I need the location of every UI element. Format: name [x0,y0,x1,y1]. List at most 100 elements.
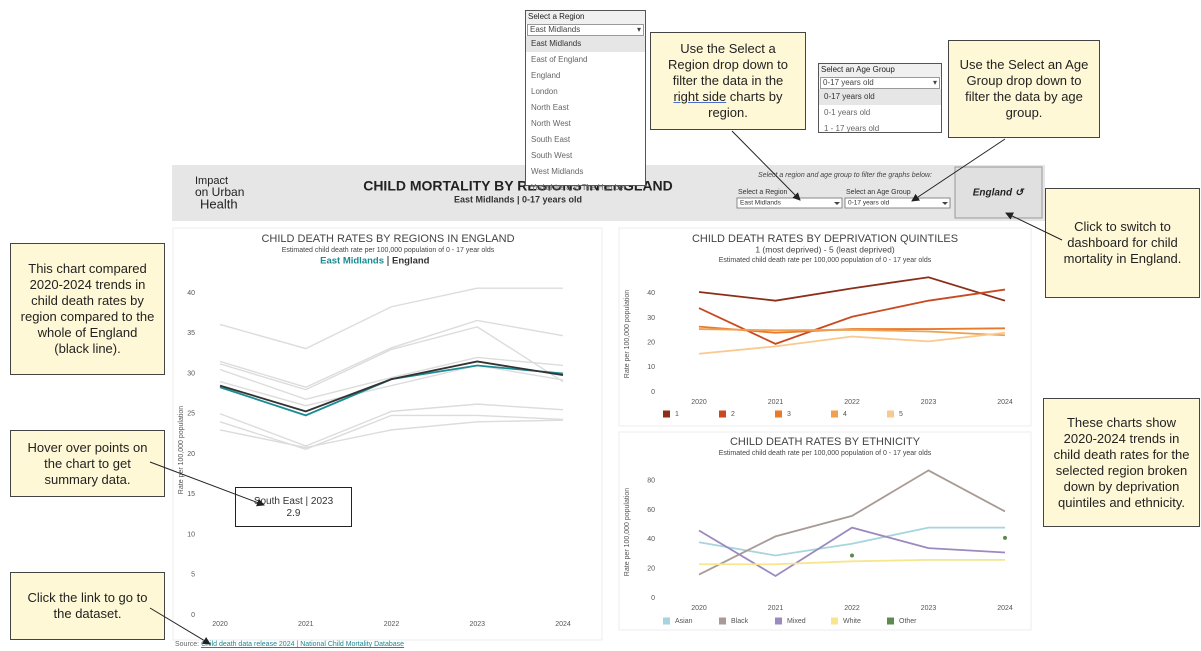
filter-label: Select an Age Group [846,189,911,196]
option[interactable]: South East [531,135,571,144]
age-popup[interactable]: Select an Age Group 0-17 years old ▾ 0-17… [818,63,942,133]
right-bottom-panel [618,431,1032,631]
legend-entry: 2 [731,411,735,418]
region-popup[interactable]: Select a Region East Midlands ▾ East Midl… [525,10,646,192]
y-tick-label: 80 [647,478,655,485]
option[interactable]: Yorkshire and The Humber [531,183,627,192]
x-tick-label: 2021 [768,605,784,612]
filter-label: Select a Region [738,189,788,196]
filter-instruction: Select a region and age group to filter … [758,172,932,179]
option[interactable]: London [531,87,558,96]
annotation-part: Use the Select a Region drop down to fil… [668,41,788,88]
option-list: East Midlands East of England England Londo… [526,36,645,196]
option[interactable]: England [531,71,561,80]
series-line [698,288,1006,345]
left-panel [172,227,603,641]
series-line [698,328,1006,337]
annotation-text: Click the link to go to the dataset. [19,590,156,622]
legend-entry: Mixed [787,618,806,625]
annotation-part: charts by region. [708,89,783,120]
series-line [698,276,1006,302]
x-tick-label: 2024 [555,621,571,628]
y-tick-label: 25 [187,411,195,418]
legend-swatch [831,410,838,418]
option-list: 0-17 years old 0-1 years old 1 - 17 years … [819,89,941,137]
y-tick-label: 40 [647,290,655,297]
dropdown-value: East Midlands [740,200,782,207]
source-link[interactable]: Child death data release 2024 | National… [201,641,405,648]
legend-swatch [887,410,894,418]
tooltip: South East | 2023 2.9 [235,487,352,527]
annotation-box: These charts show 2020-2024 trends in ch… [1043,398,1200,527]
option[interactable]: 0-17 years old [819,89,941,105]
dropdown-arrow [942,202,948,205]
series-line [698,526,1005,557]
option[interactable]: 0-1 years old [824,108,871,117]
chart-subtitle: Estimated child death rate per 100,000 p… [719,450,932,457]
legend-entry: 4 [843,411,847,418]
legend-swatch [719,410,726,418]
option[interactable]: North West [531,119,571,128]
option[interactable]: South West [531,151,573,160]
legend-swatch [775,410,782,418]
legend-entry: 3 [787,411,791,418]
legend-swatch [887,617,894,625]
point [1003,535,1007,540]
annotation-part: Click the link to go to the dataset. [27,590,148,621]
annotation-box: Use the Select an Age Group drop down to… [948,40,1100,138]
age-dropdown[interactable] [844,197,951,209]
annotation-text: This chart compared 2020-2024 trends in … [19,261,156,357]
annotation-box: Click to switch to dashboard for child m… [1045,188,1200,298]
chart-title: CHILD DEATH RATES BY REGIONS IN ENGLAND [261,233,514,245]
logo-line: Health [200,196,238,211]
legend-swatch [775,617,782,625]
legend-entry: 5 [899,411,903,418]
series-line [219,319,564,388]
x-tick-label: 2021 [298,621,314,628]
x-tick-label: 2020 [691,399,707,406]
chart-subtitle: 1 (most deprived) - 5 (least deprived) [755,244,895,254]
x-tick-label: 2020 [691,605,707,612]
y-tick-label: 40 [647,536,655,543]
y-tick-label: 30 [647,315,655,322]
series-line [698,469,1006,576]
y-tick-label: 20 [187,451,195,458]
annotation-part: Click to switch to dashboard for child m… [1063,219,1182,266]
popup-value: 0-17 years old [823,78,874,87]
y-tick-label: 10 [647,364,655,371]
popup-selected[interactable]: 0-17 years old ▾ [820,77,940,89]
legend-entry: Black [731,618,749,625]
annotation-text: Use the Select an Age Group drop down to… [957,57,1091,121]
legend-swatch [719,617,726,625]
chart-subtitle: Estimated child death rate per 100,000 p… [719,257,932,264]
y-tick-label: 0 [651,595,655,602]
annotation-part: Use the Select an Age Group drop down to… [959,57,1089,120]
annotation-text: Hover over points on the chart to get su… [19,440,156,488]
arrow: ▾ [636,25,641,34]
y-tick-label: 10 [187,531,195,538]
annotation-text: Click to switch to dashboard for child m… [1054,219,1191,267]
series-line [219,326,564,391]
point [850,553,854,558]
option[interactable]: 1 - 17 years old [824,124,880,133]
x-tick-label: 2024 [997,399,1013,406]
y-tick-label: 40 [187,290,195,297]
option[interactable]: West Midlands [531,167,584,176]
annotation-text: Use the Select a Region drop down to fil… [659,41,797,121]
annotation-part: Hover over points on the chart to get su… [27,439,148,487]
option[interactable]: North East [531,103,569,112]
legend-swatch [663,617,670,625]
legend-entry: England [392,256,430,267]
y-tick-label: 0 [651,389,655,396]
series-line [699,558,1005,566]
tooltip-title: South East | 2023 [253,496,334,507]
y-tick-label: 20 [647,566,655,573]
option[interactable]: East Midlands [526,36,645,52]
series-line [219,364,564,407]
popup-label: Select a Region [526,11,645,24]
dropdown-value: 0-17 years old [848,200,890,207]
option[interactable]: East of England [531,55,588,64]
button-label: England ↺ [973,188,1025,199]
x-tick-label: 2022 [844,605,860,612]
popup-selected[interactable]: East Midlands ▾ [527,24,644,36]
